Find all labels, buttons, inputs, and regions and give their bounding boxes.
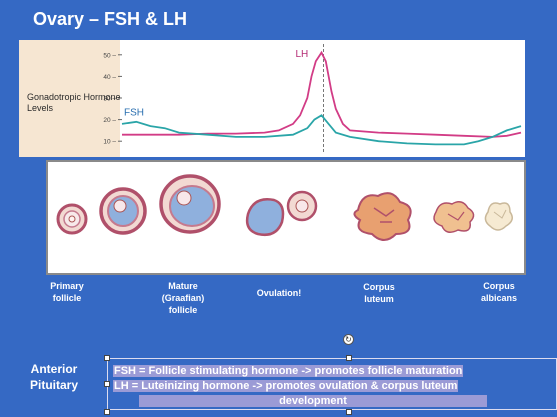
y-tick-label: 20 – [103,117,116,124]
follicle-stages-panel [46,160,526,275]
y-tick-label: 40 – [103,74,116,81]
resize-handle-bottom-left[interactable] [104,409,110,415]
series-label-fsh: FSH [124,107,144,118]
stage-label-ovulation: Ovulation! [256,288,302,298]
y-axis: 10 – 20 – 30 – 40 – 50 – [103,52,122,146]
primary-follicle-image [56,203,88,235]
lh-definition-text-line1: LH = Luteinizing hormone -> promotes ovu… [113,380,459,392]
series-line-fsh [121,114,522,146]
series-layer: LH FSH [121,49,522,146]
y-axis-label: Gonadotropic Hormone Levels [27,92,121,113]
resize-handle-top-left[interactable] [104,355,110,361]
stage-label-corpus-albicans: Corpus albicans [480,281,518,303]
corpus-luteum-image [353,192,412,241]
y-tick-label: 30 – [103,96,116,103]
chart-label-band [19,40,120,157]
anterior-pituitary-label: Anterior Pituitary [29,362,78,392]
rotate-handle-icon[interactable]: ↻ [343,334,354,345]
regressing-corpus-luteum-image [433,201,475,233]
corpus-albicans-image [484,202,513,231]
resize-handle-left[interactable] [104,381,110,387]
ovulation-image [245,190,318,236]
growing-follicle-image [99,187,147,235]
hormone-chart-svg: 10 – 20 – 30 – 40 – 50 – LH FSH [19,40,522,157]
mature-follicle-image [159,174,221,234]
stage-label-mature-follicle: Mature (Graafian) follicle [161,281,205,315]
hormone-chart: 10 – 20 – 30 – 40 – 50 – LH FSH Gonadotropic … [19,40,525,157]
slide-title: Ovary – FSH & LH [33,9,188,29]
lh-definition: LH = Luteinizing hormone -> promotes ovu… [113,379,459,394]
y-tick-label: 50 – [103,52,116,59]
lh-definition-text-line2: development [139,395,487,407]
stage-label-primary-follicle: Primary follicle [50,281,84,303]
lh-definition-continued: development [113,394,513,409]
stage-label-corpus-luteum: Corpus luteum [363,282,395,304]
resize-handle-top[interactable] [346,355,352,361]
resize-handle-bottom[interactable] [346,409,352,415]
follicle-stages-illustration [56,174,513,241]
y-tick-label: 10 – [103,139,116,146]
fsh-definition-text: FSH = Follicle stimulating hormone -> pr… [113,365,464,377]
series-label-lh: LH [296,49,309,60]
fsh-definition: FSH = Follicle stimulating hormone -> pr… [113,364,464,379]
series-line-lh [122,50,522,138]
